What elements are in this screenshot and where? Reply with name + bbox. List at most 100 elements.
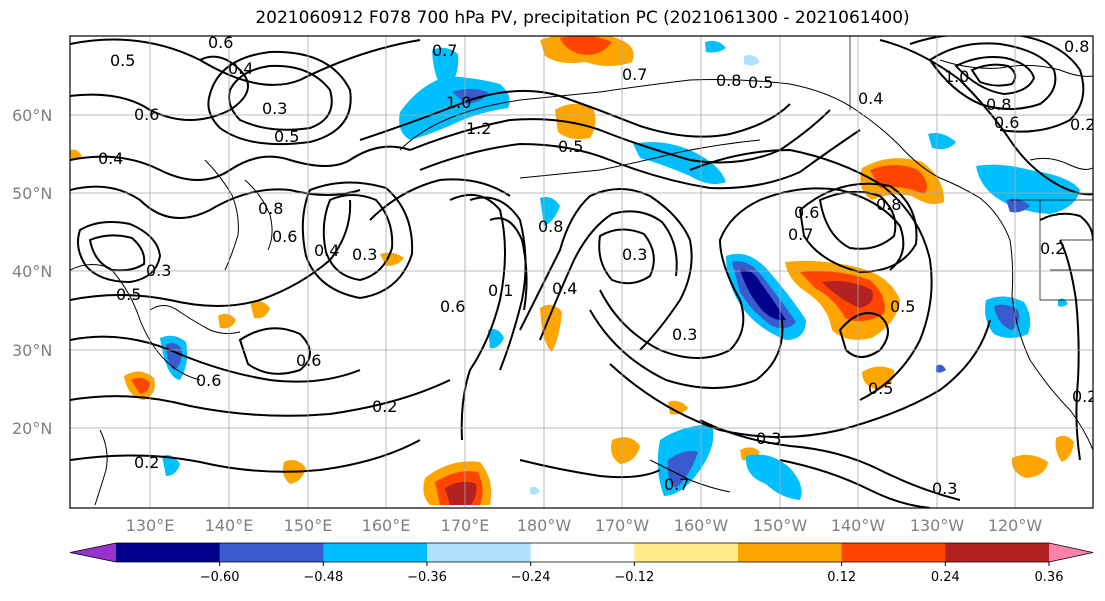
pv-contour: [818, 190, 897, 250]
precip-blob: [162, 455, 180, 476]
pv-contour: [70, 335, 361, 383]
colorbar-segment: [530, 543, 635, 562]
contour-label: 0.8: [986, 95, 1011, 114]
pv-contour: [322, 194, 394, 282]
contour-label: 0.7: [788, 225, 813, 244]
precip-blob: [1006, 198, 1030, 213]
precip-blob: [1058, 298, 1068, 307]
contour-label: 0.8: [538, 217, 563, 236]
precip-blob: [452, 89, 488, 104]
lon-label: 120°W: [988, 516, 1043, 535]
pv-contour: [70, 55, 249, 121]
pv-contour: [77, 221, 162, 284]
contour-label: 0.3: [352, 245, 377, 264]
contour-label: 0.3: [756, 429, 781, 448]
colorbar-segment: [738, 543, 843, 562]
pv-contour: [369, 178, 511, 221]
contour-label: 0.5: [748, 73, 773, 92]
precip-blob: [432, 47, 459, 90]
pv-contour: [779, 459, 931, 508]
precip-blob: [740, 269, 786, 321]
contour-label: 1.0: [446, 93, 471, 112]
contour-label: 0.4: [228, 59, 253, 78]
precip-blob: [445, 481, 477, 505]
contour-label: 0.8: [1064, 37, 1089, 56]
lon-label: 160°E: [362, 516, 411, 535]
precip-blob: [218, 313, 236, 329]
colorbar-tick-label: −0.48: [303, 570, 343, 585]
precip-blob: [70, 149, 82, 159]
precip-blob: [555, 103, 596, 140]
lat-label: 60°N: [12, 106, 52, 125]
gridlines: [70, 36, 1093, 508]
figure-title: 2021060912 F078 700 hPa PV, precipitatio…: [255, 8, 910, 28]
contour-label: 0.5: [116, 285, 141, 304]
pv-contour: [70, 439, 421, 473]
colorbar-tick-label: 0.36: [1035, 570, 1064, 585]
pv-contour: [88, 234, 146, 272]
precip-blob: [1055, 435, 1074, 462]
colorbar-segment: [634, 543, 739, 562]
precip-blob: [936, 364, 946, 373]
precip-blob: [611, 437, 640, 464]
lat-label: 50°N: [12, 184, 52, 203]
contour-label: 0.3: [262, 99, 287, 118]
coastline: [244, 179, 273, 251]
colorbar-segment: [219, 543, 324, 562]
colorbar-extension-min: [70, 543, 116, 562]
contour-label: 0.4: [314, 241, 339, 260]
lat-label: 40°N: [12, 262, 52, 281]
contour-label: 0.5: [868, 379, 893, 398]
colorbar-segment: [116, 543, 221, 562]
lon-label: 150°E: [284, 516, 333, 535]
coastline: [149, 305, 241, 335]
precip-blob: [667, 451, 698, 488]
contour-label: 0.3: [622, 245, 647, 264]
precip-blob: [131, 377, 150, 394]
precip-blob: [560, 36, 612, 55]
coastline: [399, 79, 857, 151]
contour-label: 0.3: [146, 261, 171, 280]
contour-label: 0.6: [134, 105, 159, 124]
pv-contour: [207, 50, 352, 146]
lon-label: 170°W: [595, 516, 650, 535]
contour-label: 0.2: [134, 453, 159, 472]
contour-label: 0.7: [622, 65, 647, 84]
contour-label: 0.7: [432, 41, 457, 60]
contour-labels: 0.5 0.6 0.4 0.6 0.3 0.5 0.7 1.0 1.2 0.5 …: [98, 33, 1093, 498]
pv-contour: [609, 319, 991, 438]
precip-blob: [994, 304, 1020, 330]
contour-label: 0.6: [272, 227, 297, 246]
pv-contour: [70, 185, 361, 219]
colorbar-tick-label: −0.36: [407, 570, 447, 585]
contour-label: 0.3: [672, 325, 697, 344]
precip-blob: [928, 133, 956, 150]
contour-label: 0.8: [258, 199, 283, 218]
contour-label: 0.6: [208, 33, 233, 52]
coastline: [70, 264, 201, 381]
precip-blob: [633, 142, 726, 184]
pv-contour: [954, 56, 1036, 96]
contour-label: 0.8: [716, 71, 741, 90]
colorbar-segment: [945, 543, 1050, 562]
pv-contour: [909, 36, 1085, 133]
lon-label: 130°E: [126, 516, 175, 535]
lon-label: 150°W: [753, 516, 808, 535]
precip-blob: [530, 486, 540, 495]
contour-label: 1.0: [944, 67, 969, 86]
map-frame: [69, 35, 1094, 509]
lon-label: 180°W: [517, 516, 572, 535]
contour-label: 0.4: [858, 89, 883, 108]
pv-contour: [359, 89, 791, 141]
pv-contour: [489, 217, 528, 311]
coastline: [1029, 157, 1093, 170]
pv-contour: [928, 42, 1057, 110]
pv-contour: [598, 228, 655, 285]
pv-contour: [419, 129, 861, 190]
coastline: [855, 109, 1093, 451]
colorbar-tick-label: −0.60: [200, 570, 240, 585]
contour-label: 0.5: [890, 297, 915, 316]
pv-contour: [599, 187, 905, 359]
precip-blob: [745, 454, 802, 500]
